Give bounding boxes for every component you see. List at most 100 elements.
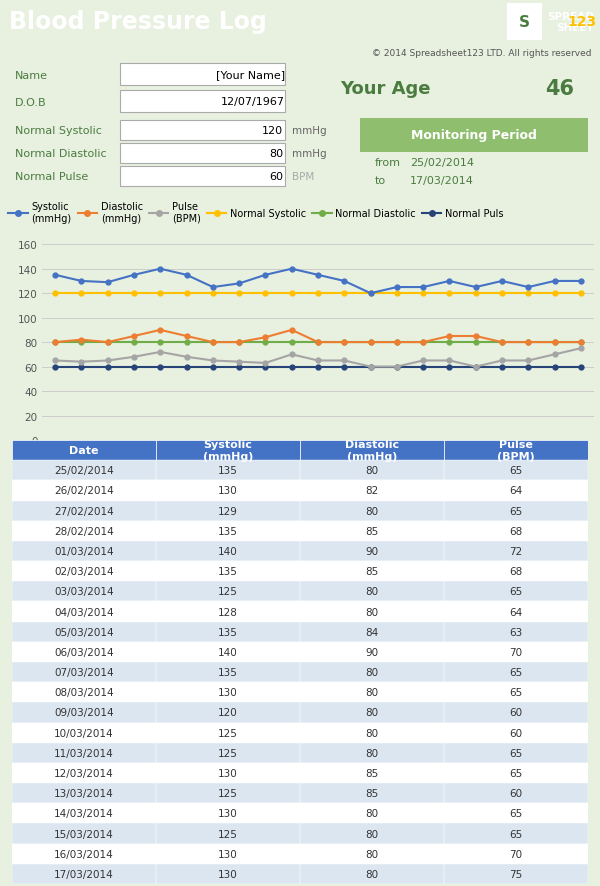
Text: 02/03/2014: 02/03/2014 (54, 566, 114, 577)
Bar (444, 823, 588, 843)
Bar (444, 541, 588, 562)
Bar (156, 461, 300, 481)
Bar (300, 662, 444, 682)
Text: 68: 68 (509, 526, 523, 536)
Bar (300, 703, 444, 723)
Text: Your Age: Your Age (340, 80, 431, 97)
Text: D.O.B: D.O.B (15, 97, 47, 108)
Text: 80: 80 (365, 688, 379, 697)
Text: 85: 85 (365, 789, 379, 798)
Bar (156, 501, 300, 521)
Text: 125: 125 (218, 789, 238, 798)
Text: 90: 90 (365, 647, 379, 657)
Bar (156, 581, 300, 602)
Bar (12, 622, 156, 642)
Bar (156, 602, 300, 622)
Bar (12, 581, 156, 602)
Text: 65: 65 (509, 808, 523, 819)
Bar (300, 682, 444, 703)
Text: 46: 46 (545, 79, 575, 99)
Text: Date: Date (69, 446, 99, 455)
Text: 15/03/2014: 15/03/2014 (54, 828, 114, 838)
Text: 140: 140 (218, 547, 238, 556)
Bar (156, 682, 300, 703)
Text: 65: 65 (509, 587, 523, 596)
Bar (300, 783, 444, 804)
Bar (12, 440, 156, 461)
Bar (12, 602, 156, 622)
Bar (444, 622, 588, 642)
Bar (444, 662, 588, 682)
Text: © 2014 Spreadsheet123 LTD. All rights reserved: © 2014 Spreadsheet123 LTD. All rights re… (371, 50, 591, 58)
Text: 80: 80 (365, 849, 379, 859)
Bar (12, 823, 156, 843)
Text: 80: 80 (365, 466, 379, 476)
Bar (300, 501, 444, 521)
Bar (444, 843, 588, 864)
Text: BPM: BPM (292, 172, 314, 182)
Text: 64: 64 (509, 486, 523, 496)
Text: 130: 130 (218, 808, 238, 819)
Text: 65: 65 (509, 667, 523, 677)
Text: 128: 128 (218, 607, 238, 617)
Text: 11/03/2014: 11/03/2014 (54, 748, 114, 758)
Text: 13/03/2014: 13/03/2014 (54, 789, 114, 798)
Text: 65: 65 (509, 748, 523, 758)
Text: 125: 125 (218, 828, 238, 838)
Text: 70: 70 (509, 849, 523, 859)
Bar (300, 581, 444, 602)
Bar (156, 703, 300, 723)
Bar (444, 682, 588, 703)
Text: Monitoring Period: Monitoring Period (411, 129, 537, 143)
Text: 65: 65 (509, 466, 523, 476)
Text: 80: 80 (365, 506, 379, 516)
Text: Name: Name (15, 71, 48, 81)
Text: 80: 80 (365, 727, 379, 738)
Bar (12, 461, 156, 481)
Bar (444, 642, 588, 662)
Text: 80: 80 (269, 149, 283, 159)
Text: 135: 135 (218, 466, 238, 476)
Text: 75: 75 (509, 869, 523, 879)
Legend: Systolic
(mmHg), Diastolic
(mmHg), Pulse
(BPM), Normal Systolic, Normal Diastoli: Systolic (mmHg), Diastolic (mmHg), Pulse… (8, 202, 504, 224)
Bar (444, 763, 588, 783)
Text: 80: 80 (365, 748, 379, 758)
Bar (12, 864, 156, 884)
Bar (300, 521, 444, 541)
Text: 60: 60 (509, 789, 523, 798)
Text: 120: 120 (218, 708, 238, 718)
Text: 84: 84 (365, 627, 379, 637)
Bar (300, 622, 444, 642)
Text: 90: 90 (365, 547, 379, 556)
Bar (444, 481, 588, 501)
Text: 28/02/2014: 28/02/2014 (54, 526, 114, 536)
Bar (300, 804, 444, 823)
Bar (120, 167, 285, 187)
Text: Blood Pressure Log: Blood Pressure Log (9, 11, 267, 35)
Bar (12, 521, 156, 541)
Bar (12, 501, 156, 521)
Text: 64: 64 (509, 607, 523, 617)
Text: S: S (519, 15, 530, 30)
Bar (300, 562, 444, 581)
Bar (444, 501, 588, 521)
Text: 03/03/2014: 03/03/2014 (54, 587, 114, 596)
Text: 135: 135 (218, 627, 238, 637)
Text: 140: 140 (218, 647, 238, 657)
Bar (444, 804, 588, 823)
Text: 70: 70 (509, 647, 523, 657)
Bar (444, 703, 588, 723)
Text: mmHg: mmHg (292, 149, 326, 159)
Text: 63: 63 (509, 627, 523, 637)
Bar (156, 742, 300, 763)
Bar (300, 642, 444, 662)
Bar (300, 823, 444, 843)
Text: to: to (375, 175, 386, 186)
Bar (156, 804, 300, 823)
Bar (156, 864, 300, 884)
Bar (444, 742, 588, 763)
Bar (156, 783, 300, 804)
Text: 17/03/2014: 17/03/2014 (410, 175, 474, 186)
Text: 65: 65 (509, 688, 523, 697)
Text: 80: 80 (365, 828, 379, 838)
